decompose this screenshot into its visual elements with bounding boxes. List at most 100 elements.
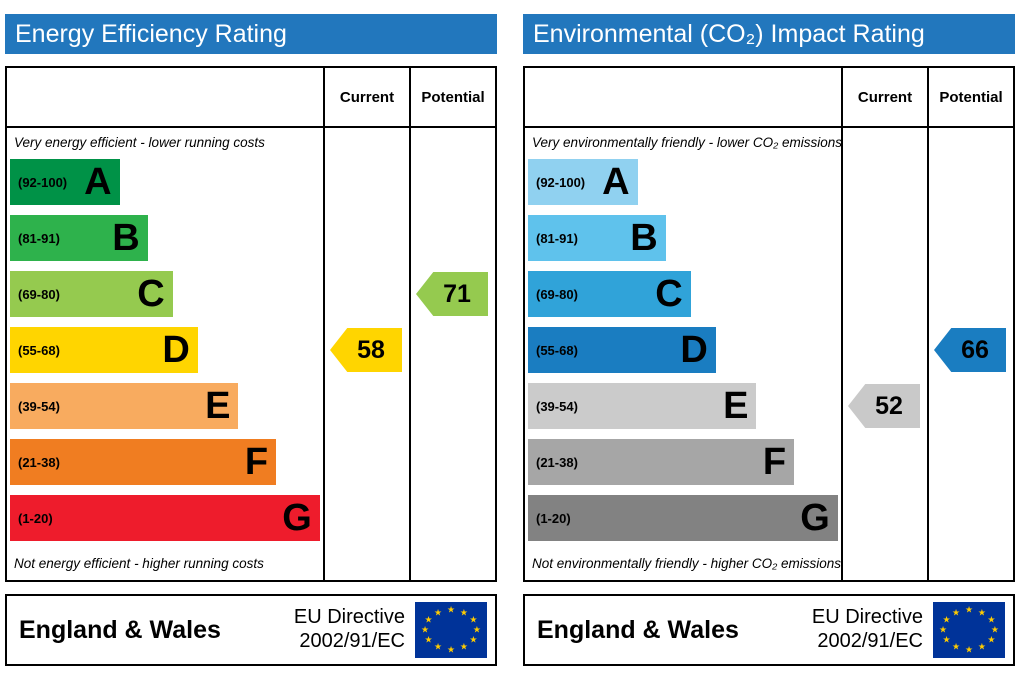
- eu-flag-star: ★: [990, 624, 999, 635]
- rating-table-body: Very environmentally friendly - lower CO…: [525, 128, 1013, 580]
- eu-directive-line1: EU Directive: [811, 606, 923, 629]
- eu-flag-star: ★: [951, 607, 961, 618]
- rating-band-a: (92-100) A: [10, 159, 120, 205]
- rating-bands: (92-100) A (81-91) B (69-80) C (55-68) D (39-54)…: [7, 159, 323, 541]
- band-row: (81-91) B: [528, 215, 841, 261]
- band-range-label: (81-91): [536, 230, 578, 246]
- potential-column-header: Potential: [409, 68, 495, 126]
- energy-rating-table: Current Potential Very energy efficient …: [5, 66, 497, 582]
- band-range-label: (39-54): [536, 398, 578, 414]
- band-row: (39-54) E: [10, 383, 323, 429]
- environmental-impact-panel: Environmental (CO₂) Impact Rating Curren…: [523, 14, 1015, 666]
- eu-flag-star: ★: [433, 607, 443, 618]
- current-column-header: Current: [841, 68, 927, 126]
- current-rating-column: 52: [841, 128, 927, 580]
- band-letter: G: [282, 497, 312, 539]
- eu-flag-star: ★: [964, 644, 974, 655]
- band-letter: E: [723, 385, 749, 427]
- bottom-caption: Not environmentally friendly - higher CO…: [532, 556, 841, 571]
- eu-flag-star: ★: [942, 614, 951, 625]
- co2-rating-table: Current Potential Very environmentally f…: [523, 66, 1015, 582]
- band-range-label: (39-54): [18, 398, 60, 414]
- band-row: (69-80) C: [528, 271, 841, 317]
- band-row: (1-20) G: [10, 495, 323, 541]
- rating-scale-area: Very environmentally friendly - lower CO…: [525, 128, 841, 580]
- band-letter: C: [655, 273, 683, 315]
- rating-band-d: (55-68) D: [10, 327, 198, 373]
- rating-band-a: (92-100) A: [528, 159, 638, 205]
- eu-flag-star: ★: [433, 641, 443, 652]
- band-letter: B: [112, 217, 140, 259]
- rating-band-c: (69-80) C: [10, 271, 173, 317]
- rating-band-f: (21-38) F: [10, 439, 277, 485]
- band-range-label: (92-100): [536, 174, 586, 190]
- band-letter: D: [680, 329, 708, 371]
- rating-band-f: (21-38) F: [528, 439, 795, 485]
- panel-footer: England & Wales EU Directive 2002/91/EC …: [523, 594, 1015, 666]
- band-range-label: (55-68): [18, 342, 60, 358]
- band-letter: A: [84, 161, 112, 203]
- current-rating-arrow: 52: [848, 384, 920, 428]
- eu-flag-star: ★: [421, 624, 430, 635]
- eu-flag-star: ★: [424, 634, 433, 645]
- band-range-label: (55-68): [536, 342, 578, 358]
- band-row: (39-54) E: [528, 383, 841, 429]
- rating-band-c: (69-80) C: [528, 271, 691, 317]
- eu-flag-star: ★: [951, 641, 961, 652]
- eu-flag-star: ★: [472, 624, 481, 635]
- band-row: (55-68) D: [528, 327, 841, 373]
- band-letter: F: [762, 441, 787, 483]
- band-row: (55-68) D: [10, 327, 323, 373]
- band-range-label: (69-80): [536, 286, 578, 302]
- band-range-label: (21-38): [18, 454, 60, 470]
- potential-rating-arrow: 66: [934, 328, 1006, 372]
- eu-flag-star: ★: [459, 641, 468, 652]
- eu-flag-star: ★: [977, 641, 986, 652]
- band-row: (92-100) A: [10, 159, 323, 205]
- eu-flag-star: ★: [469, 614, 478, 625]
- rating-table-body: Very energy efficient - lower running co…: [7, 128, 495, 580]
- band-range-label: (92-100): [18, 174, 68, 190]
- band-row: (69-80) C: [10, 271, 323, 317]
- eu-flag-star: ★: [964, 604, 974, 615]
- eu-flag-icon: ★ ★ ★ ★ ★ ★ ★ ★ ★ ★ ★ ★: [933, 602, 1005, 658]
- potential-rating-arrow: 71: [416, 272, 488, 316]
- band-row: (21-38) F: [10, 439, 323, 485]
- rating-band-g: (1-20) G: [10, 495, 320, 541]
- potential-rating-column: 71: [409, 128, 495, 580]
- top-caption: Very energy efficient - lower running co…: [14, 135, 265, 150]
- band-letter: B: [630, 217, 658, 259]
- epc-certificate-page: Energy Efficiency Rating Current Potenti…: [5, 14, 1015, 666]
- rating-band-e: (39-54) E: [528, 383, 757, 429]
- band-row: (21-38) F: [528, 439, 841, 485]
- band-letter: E: [205, 385, 231, 427]
- current-column-header: Current: [323, 68, 409, 126]
- rating-band-e: (39-54) E: [10, 383, 239, 429]
- rating-band-b: (81-91) B: [10, 215, 148, 261]
- eu-directive-label: EU Directive 2002/91/EC: [812, 606, 933, 653]
- eu-directive-line2: 2002/91/EC: [299, 630, 405, 652]
- eu-flag-star: ★: [446, 604, 456, 615]
- top-caption: Very environmentally friendly - lower CO…: [532, 135, 841, 150]
- band-range-label: (81-91): [18, 230, 60, 246]
- panel-footer: England & Wales EU Directive 2002/91/EC …: [5, 594, 497, 666]
- eu-flag-star: ★: [446, 644, 456, 655]
- eu-flag-star: ★: [469, 634, 478, 645]
- band-range-label: (21-38): [536, 454, 578, 470]
- band-letter: D: [162, 329, 190, 371]
- eu-flag-icon: ★ ★ ★ ★ ★ ★ ★ ★ ★ ★ ★ ★: [415, 602, 487, 658]
- rating-band-g: (1-20) G: [528, 495, 838, 541]
- potential-column-header: Potential: [927, 68, 1013, 126]
- band-letter: F: [244, 441, 269, 483]
- rating-table-header: Current Potential: [7, 68, 495, 128]
- band-range-label: (1-20): [536, 510, 571, 526]
- band-row: (81-91) B: [10, 215, 323, 261]
- band-range-label: (1-20): [18, 510, 53, 526]
- eu-directive-label: EU Directive 2002/91/EC: [294, 606, 415, 653]
- eu-flag-star: ★: [987, 614, 996, 625]
- rating-band-b: (81-91) B: [528, 215, 666, 261]
- band-letter: C: [137, 273, 165, 315]
- band-row: (1-20) G: [528, 495, 841, 541]
- header-spacer: [7, 68, 323, 126]
- energy-efficiency-panel: Energy Efficiency Rating Current Potenti…: [5, 14, 497, 666]
